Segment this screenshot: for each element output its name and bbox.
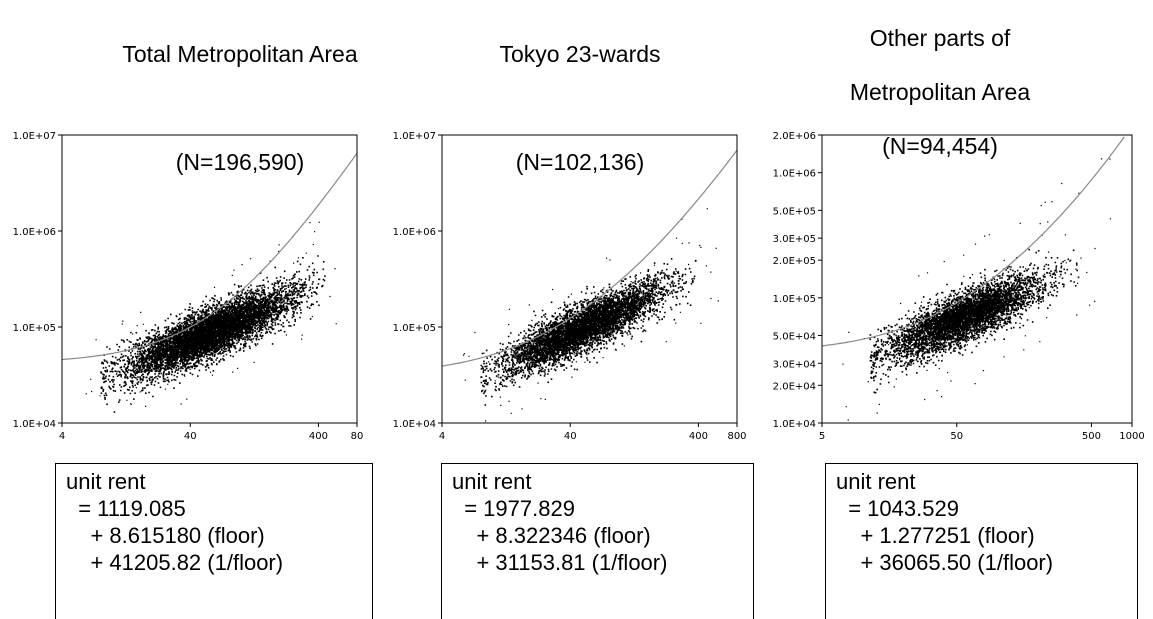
x-tick-label: 800 — [727, 431, 746, 442]
equation-line: + 8.615180 (floor) — [66, 523, 265, 548]
y-tick-label: 1.0E+05 — [393, 323, 436, 334]
y-tick-label: 1.0E+06 — [773, 169, 816, 180]
plot-frame — [821, 134, 1133, 424]
scatter-points — [463, 208, 719, 422]
x-tick-label: 400 — [309, 431, 328, 442]
equation-line: unit rent — [66, 469, 146, 494]
x-tick-label: 50 — [950, 431, 963, 442]
y-tick-label: 2.0E+05 — [773, 256, 816, 267]
x-tick-label: 5 — [819, 431, 825, 442]
panel-title: Tokyo 23-wards (N=102,136) — [430, 14, 730, 176]
fit-curve — [61, 152, 358, 361]
y-tick-label: 1.0E+06 — [393, 227, 436, 238]
y-tick-label: 1.0E+06 — [13, 227, 56, 238]
x-tick-label: 40 — [564, 431, 577, 442]
equation-line: + 1.277251 (floor) — [836, 523, 1035, 548]
equation-line: = 1977.829 — [452, 496, 575, 521]
y-tick-label: 5.0E+05 — [773, 206, 816, 217]
x-tick-label: 500 — [1082, 431, 1101, 442]
equation-line: unit rent — [452, 469, 532, 494]
y-tick-label: 5.0E+04 — [773, 332, 816, 343]
x-tick-label: 4 — [439, 431, 445, 442]
x-tick-label: 1000 — [1119, 431, 1144, 442]
equation-box: unit rent = 1043.529 + 1.277251 (floor) … — [825, 463, 1138, 619]
equation-line: = 1119.085 — [66, 496, 186, 521]
plot-frame — [61, 134, 358, 424]
scatter-plot-total-metro: 1.0E+04 1.0E+05 1.0E+06 1.0E+07 4 40 400 80 — [13, 131, 364, 442]
title-line: (N=196,590) — [175, 149, 305, 175]
y-tick-label: 2.0E+06 — [773, 131, 816, 142]
title-line: (N=94,454) — [882, 133, 998, 159]
equation-line: + 31153.81 (1/floor) — [452, 550, 668, 575]
title-line: Tokyo 23-wards — [499, 41, 661, 67]
point-cloud — [85, 221, 337, 413]
fit-curve — [821, 136, 1125, 347]
panel-title: Other parts of Metropolitan Area (N=94,4… — [790, 0, 1090, 160]
equation-box: unit rent = 1977.829 + 8.322346 (floor) … — [441, 463, 754, 619]
title-line: Other parts of — [869, 25, 1011, 51]
equation-line: + 36065.50 (1/floor) — [836, 550, 1054, 575]
equation-line: = 1043.529 — [836, 496, 959, 521]
scatter-plot-tokyo-23-wards: 1.0E+04 1.0E+05 1.0E+06 1.0E+07 4 40 400 800 — [393, 131, 747, 442]
plot-frame — [441, 134, 738, 424]
title-line: Total Metropolitan Area — [122, 41, 358, 67]
scatter-points — [85, 221, 337, 413]
title-line: (N=102,136) — [515, 149, 645, 175]
y-tick-label: 1.0E+04 — [13, 419, 56, 430]
title-line: Metropolitan Area — [849, 79, 1031, 105]
x-tick-label: 4 — [59, 431, 65, 442]
equation-line: + 41205.82 (1/floor) — [66, 550, 284, 575]
x-tick-label: 400 — [689, 431, 708, 442]
y-tick-label: 1.0E+05 — [773, 294, 816, 305]
point-cloud — [463, 208, 719, 422]
y-tick-label: 3.0E+05 — [773, 234, 816, 245]
x-tick-label: 40 — [184, 431, 197, 442]
y-tick-label: 2.0E+04 — [773, 381, 816, 392]
y-tick-label: 1.0E+07 — [13, 131, 56, 142]
y-tick-label: 1.0E+05 — [13, 323, 56, 334]
y-tick-label: 3.0E+04 — [773, 359, 816, 370]
fit-curve — [441, 149, 738, 367]
scatter-plot-other-metro: 1.0E+04 2.0E+04 3.0E+04 5.0E+04 1.0E+05 2.0E+… — [773, 131, 1145, 442]
equation-line: + 8.322346 (floor) — [452, 523, 651, 548]
y-tick-label: 1.0E+04 — [773, 419, 816, 430]
x-tick-label: 80 — [351, 431, 364, 442]
equation-box: unit rent = 1119.085 + 8.615180 (floor) … — [55, 463, 373, 619]
y-tick-label: 1.0E+04 — [393, 419, 436, 430]
panel-title: Total Metropolitan Area (N=196,590) — [75, 14, 405, 176]
equation-line: unit rent — [836, 469, 916, 494]
y-tick-label: 1.0E+07 — [393, 131, 436, 142]
